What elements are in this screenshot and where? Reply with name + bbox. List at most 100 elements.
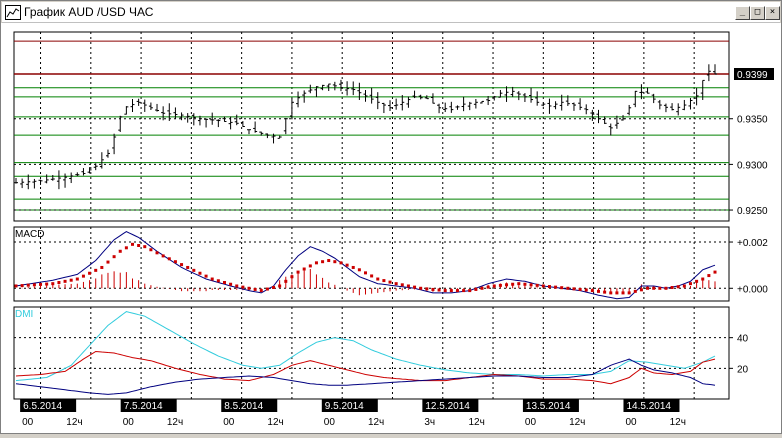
macd-signal-dot bbox=[357, 268, 361, 272]
macd-signal-dot bbox=[701, 277, 705, 281]
date-label: 9.5.2014 bbox=[325, 401, 364, 412]
macd-signal-dot bbox=[437, 288, 441, 292]
macd-signal-dot bbox=[572, 287, 576, 291]
macd-signal-dot bbox=[492, 284, 496, 288]
macd-signal-dot bbox=[339, 261, 343, 265]
macd-signal-dot bbox=[32, 283, 36, 287]
macd-panel[interactable]: +0.002 +0.000 MACD bbox=[13, 226, 768, 302]
macd-signal-dot bbox=[462, 289, 466, 293]
current-price-label: 0.9399 bbox=[737, 70, 768, 81]
macd-signal-dot bbox=[560, 286, 564, 290]
macd-signal-dot bbox=[633, 289, 637, 293]
title-bar[interactable]: График AUD /USD ЧАС _ □ × bbox=[2, 2, 780, 23]
macd-signal-dot bbox=[278, 284, 282, 288]
macd-signal-dot bbox=[20, 284, 24, 288]
macd-signal-dot bbox=[511, 282, 515, 286]
macd-signal-dot bbox=[180, 263, 184, 267]
macd-signal-dot bbox=[370, 274, 374, 278]
date-label: 14.5.2014 bbox=[626, 401, 671, 412]
time-label: 12ч bbox=[670, 417, 686, 428]
macd-signal-dot bbox=[198, 271, 202, 275]
time-label: 00 bbox=[625, 417, 637, 428]
macd-signal-dot bbox=[388, 280, 392, 284]
macd-signal-dot bbox=[529, 283, 533, 287]
macd-signal-dot bbox=[302, 267, 306, 271]
macd-signal-dot bbox=[253, 287, 257, 291]
macd-signal-dot bbox=[425, 287, 429, 291]
macd-signal-dot bbox=[88, 271, 92, 275]
macd-signal-dot bbox=[259, 289, 263, 293]
macd-signal-dot bbox=[124, 246, 128, 250]
chart-area[interactable]: 0.9350 0.9300 0.9250 0.9399 +0.002 +0.000 MAC… bbox=[1, 23, 781, 433]
macd-signal-dot bbox=[229, 282, 233, 286]
macd-signal-dot bbox=[498, 283, 502, 287]
time-label: 12ч bbox=[569, 417, 585, 428]
dmi-frame bbox=[13, 306, 730, 400]
time-label: 12ч bbox=[167, 417, 183, 428]
macd-signal-dot bbox=[137, 244, 141, 247]
macd-signal-dot bbox=[621, 291, 625, 295]
macd-signal-dot bbox=[658, 286, 662, 290]
macd-signal-dot bbox=[566, 286, 570, 290]
macd-signal-dot bbox=[676, 285, 680, 289]
macd-signal-dot bbox=[523, 282, 527, 286]
price-panel[interactable]: 0.9350 0.9300 0.9250 0.9399 bbox=[13, 31, 774, 222]
macd-signal-dot bbox=[173, 260, 177, 264]
time-label: 00 bbox=[22, 417, 34, 428]
macd-signal-dot bbox=[394, 282, 398, 286]
time-label: 00 bbox=[324, 417, 336, 428]
macd-signal-dot bbox=[167, 257, 171, 261]
macd-signal-dot bbox=[100, 265, 104, 269]
close-button[interactable]: × bbox=[765, 6, 780, 20]
date-label-bg bbox=[120, 399, 177, 412]
date-axis: 6.5.2014 7.5.2014 8.5.2014 9.5.2014 12.5.201… bbox=[20, 399, 686, 428]
macd-tick-label: +0.002 bbox=[737, 238, 768, 249]
macd-signal-dot bbox=[296, 270, 300, 274]
macd-signal-dot bbox=[382, 279, 386, 283]
macd-signal-dot bbox=[131, 242, 134, 246]
date-label-bg bbox=[321, 399, 378, 412]
macd-signal-dot bbox=[81, 274, 85, 278]
macd-signal-dot bbox=[351, 265, 355, 269]
macd-signal-dot bbox=[155, 251, 159, 255]
macd-signal-dot bbox=[627, 291, 631, 295]
macd-signal-dot bbox=[486, 285, 490, 289]
price-frame bbox=[13, 31, 730, 222]
macd-signal-dot bbox=[547, 285, 551, 289]
restore-button[interactable]: □ bbox=[750, 6, 765, 20]
time-label: 00 bbox=[525, 417, 537, 428]
macd-signal-dot bbox=[222, 281, 226, 284]
macd-signal-dot bbox=[186, 265, 190, 269]
macd-signal-dot bbox=[39, 282, 43, 286]
window-title: График AUD /USD ЧАС bbox=[24, 5, 154, 19]
macd-signal-dot bbox=[664, 286, 668, 290]
macd-signal-dot bbox=[639, 288, 643, 292]
price-tick-label: 0.9250 bbox=[737, 206, 768, 217]
macd-signal-dot bbox=[327, 259, 331, 263]
macd-signal-dot bbox=[682, 284, 686, 288]
macd-signal-dot bbox=[192, 268, 196, 272]
date-label: 7.5.2014 bbox=[124, 401, 163, 412]
macd-signal-dot bbox=[57, 281, 61, 284]
macd-signal-dot bbox=[609, 291, 613, 295]
macd-signal-dot bbox=[713, 270, 717, 274]
macd-signal-dot bbox=[603, 290, 607, 294]
macd-signal-dot bbox=[554, 285, 558, 289]
macd-signal-dot bbox=[376, 277, 380, 281]
dmi-panel[interactable]: 40 20 DMI bbox=[13, 306, 749, 400]
macd-signal-dot bbox=[707, 274, 711, 278]
minimize-button[interactable]: _ bbox=[735, 6, 750, 20]
macd-signal-dot bbox=[112, 255, 116, 259]
macd-signal-dot bbox=[670, 286, 674, 290]
date-label: 8.5.2014 bbox=[224, 401, 263, 412]
macd-signal-dot bbox=[541, 284, 545, 288]
macd-signal-dot bbox=[51, 282, 55, 286]
macd-signal-dot bbox=[247, 286, 251, 290]
macd-signal-dot bbox=[449, 289, 453, 293]
macd-signal-dot bbox=[413, 285, 417, 289]
date-label-bg bbox=[422, 399, 479, 412]
macd-signal-dot bbox=[63, 279, 67, 283]
date-label-bg bbox=[20, 399, 77, 412]
dmi-title: DMI bbox=[15, 309, 33, 320]
macd-signal-dot bbox=[94, 268, 98, 272]
